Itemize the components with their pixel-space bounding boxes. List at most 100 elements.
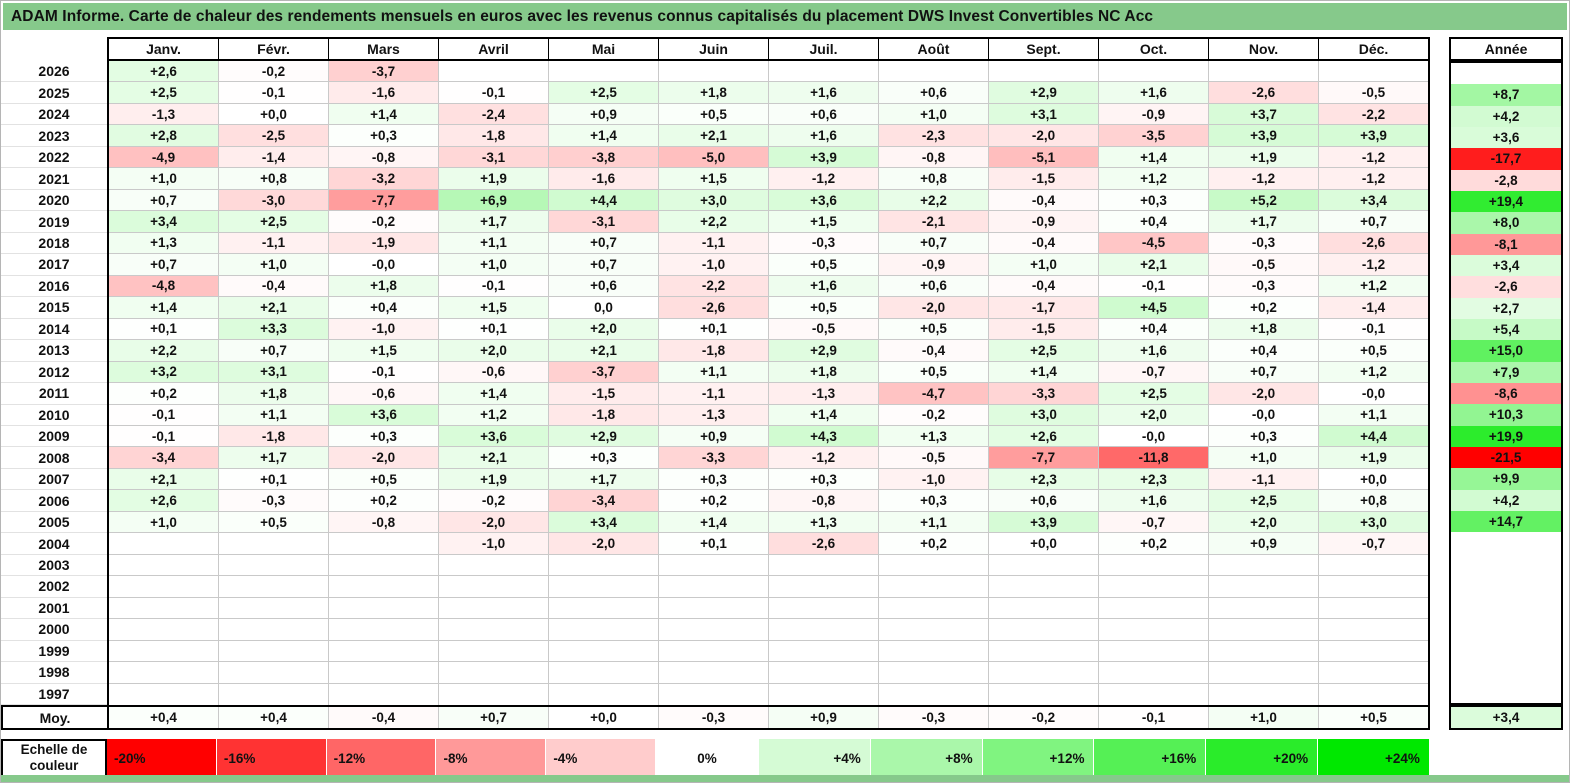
- heatmap-cell: -0,5: [768, 318, 878, 341]
- heatmap-cell: +1,7: [218, 447, 328, 469]
- heatmap-cell: +3,1: [218, 361, 328, 384]
- heatmap-cell: +1,8: [658, 82, 768, 104]
- year-label: 2002: [1, 576, 107, 598]
- heatmap-cell: -1,2: [1318, 168, 1428, 190]
- heatmap-cell: -1,4: [1318, 297, 1428, 319]
- heatmap-cell: [438, 61, 548, 83]
- year-label: 2017: [1, 254, 107, 276]
- heatmap-cell: -1,5: [988, 318, 1098, 341]
- heatmap-cell: [878, 554, 988, 577]
- table-row: +2,5 -0,1 -1,6 -0,1 +2,5 +1,8 +1,6 +0,6 +2,9 +1,6…: [109, 82, 1428, 104]
- heatmap-cell: -1,0: [328, 318, 438, 341]
- heatmap-cell: +1,5: [658, 168, 768, 190]
- heatmap-cell: +1,5: [328, 340, 438, 362]
- heatmap-cell: +2,3: [1098, 468, 1208, 491]
- heatmap-cell: +0,5: [328, 468, 438, 491]
- heatmap-cell: [658, 640, 768, 663]
- table-row: [109, 554, 1428, 577]
- annual-return-cell: [1451, 574, 1561, 597]
- table-row: -0,1 -1,8 +0,3 +3,6 +2,9 +0,9 +4,3 +1,3 +2,6 -0,0…: [109, 425, 1428, 448]
- heatmap-cell: +0,4: [1098, 211, 1208, 233]
- annual-return-cell: [1451, 532, 1561, 554]
- heatmap-cell: +0,3: [768, 468, 878, 491]
- heatmap-cell: +1,6: [768, 275, 878, 298]
- month-header: Janv.: [146, 41, 181, 57]
- heatmap-cell: -2,6: [1318, 232, 1428, 255]
- heatmap-cell: +0,9: [1208, 533, 1318, 555]
- year-labels-column: 2026 2025 2024 2023 2022 2021 2020 2019 2018 2017…: [1, 61, 107, 706]
- heatmap-cell: -2,0: [988, 125, 1098, 147]
- color-scale-stop: 0%: [656, 739, 759, 777]
- heatmap-cell: +1,9: [438, 468, 548, 491]
- heatmap-cell: [1318, 640, 1428, 663]
- heatmap-cell: +2,8: [109, 125, 218, 147]
- heatmap-cell: +2,1: [109, 468, 218, 491]
- heatmap-cell: -0,2: [878, 404, 988, 426]
- heatmap-cell: -0,2: [328, 211, 438, 233]
- heatmap-cell: [109, 576, 218, 598]
- annual-return-cell: -8,6: [1451, 382, 1561, 405]
- heatmap-cell: +3,6: [768, 189, 878, 212]
- table-row: +1,3 -1,1 -1,9 +1,1 +0,7 -1,1 -0,3 +0,7 -0,4 -4,5…: [109, 232, 1428, 255]
- heatmap-cell: -3,4: [109, 447, 218, 469]
- heatmap-cell: +1,0: [109, 168, 218, 190]
- annual-return-cell: +9,9: [1451, 468, 1561, 490]
- year-label: 2026: [1, 61, 107, 83]
- heatmap-cell: [218, 576, 328, 598]
- heatmap-cell: -0,1: [438, 275, 548, 298]
- heatmap-cell: -1,5: [988, 168, 1098, 190]
- year-label: 2008: [1, 447, 107, 469]
- annual-return-cell: +15,0: [1451, 340, 1561, 362]
- heatmap-cell: [1208, 619, 1318, 641]
- heatmap-cell: +0,2: [109, 383, 218, 405]
- month-header: Mars: [328, 39, 438, 59]
- monthly-returns-grid: +2,6 -0,2 -3,7 +2,5 -0,1 -1,6 -0,1 +2,5 +1,8 +1,6…: [107, 61, 1430, 706]
- color-scale-stop: +24%: [1318, 739, 1430, 777]
- annual-return-cell: [1451, 638, 1561, 661]
- heatmap-cell: +2,5: [988, 340, 1098, 362]
- heatmap-cell: +1,9: [1208, 146, 1318, 169]
- heatmap-cell: +2,6: [988, 425, 1098, 448]
- heatmap-cell: [109, 554, 218, 577]
- heatmap-cell: -0,7: [1098, 511, 1208, 534]
- table-row: +3,4 +2,5 -0,2 +1,7 -3,1 +2,2 +1,5 -2,1 -0,9 +0,4…: [109, 211, 1428, 233]
- heatmap-cell: +0,4: [1208, 340, 1318, 362]
- heatmap-cell: +0,4: [1098, 318, 1208, 341]
- heatmap-cell: -0,4: [218, 275, 328, 298]
- heatmap-cell: -0,1: [109, 425, 218, 448]
- heatmap-cell: -0,8: [328, 511, 438, 534]
- heatmap-cell: [878, 619, 988, 641]
- heatmap-cell: +3,0: [1318, 511, 1428, 534]
- year-label: 2009: [1, 426, 107, 448]
- heatmap-cell: +0,7: [1208, 361, 1318, 384]
- heatmap-cell: [1208, 597, 1318, 620]
- heatmap-cell: [548, 640, 658, 663]
- heatmap-cell: +0,7: [109, 254, 218, 276]
- heatmap-cell: [1318, 619, 1428, 641]
- heatmap-cell: -2,0: [328, 447, 438, 469]
- year-label: 2007: [1, 469, 107, 491]
- heatmap-cell: -1,0: [878, 468, 988, 491]
- heatmap-cell: [548, 597, 658, 620]
- heatmap-cell: +0,3: [658, 468, 768, 491]
- year-label: 1998: [1, 662, 107, 684]
- annual-return-cell: +4,2: [1451, 489, 1561, 511]
- heatmap-cell: -2,0: [878, 297, 988, 319]
- heatmap-cell: +1,9: [438, 168, 548, 190]
- bottom-green-strip: [1, 775, 1569, 782]
- heatmap-cell: [109, 619, 218, 641]
- heatmap-cell: +0,6: [768, 103, 878, 126]
- heatmap-cell: -0,9: [988, 211, 1098, 233]
- heatmap-cell: +1,6: [1098, 490, 1208, 512]
- heatmap-cell: +0,5: [878, 361, 988, 384]
- annual-returns-column: +8,7 +4,2 +3,6 -17,7 -2,8 +19,4 +8,0 -8,1 +3,4 -2…: [1449, 61, 1563, 705]
- table-row: +2,8 -2,5 +0,3 -1,8 +1,4 +2,1 +1,6 -2,3 -2,0 -3,5…: [109, 125, 1428, 147]
- heatmap-cell: [1208, 683, 1318, 706]
- heatmap-cell: +1,8: [1208, 318, 1318, 341]
- heatmap-cell: -0,9: [878, 254, 988, 276]
- heatmap-cell: +1,6: [768, 125, 878, 147]
- heatmap-cell: +1,0: [878, 103, 988, 126]
- heatmap-cell: -1,2: [768, 168, 878, 190]
- heatmap-cell: +0,5: [878, 318, 988, 341]
- table-row: [109, 640, 1428, 663]
